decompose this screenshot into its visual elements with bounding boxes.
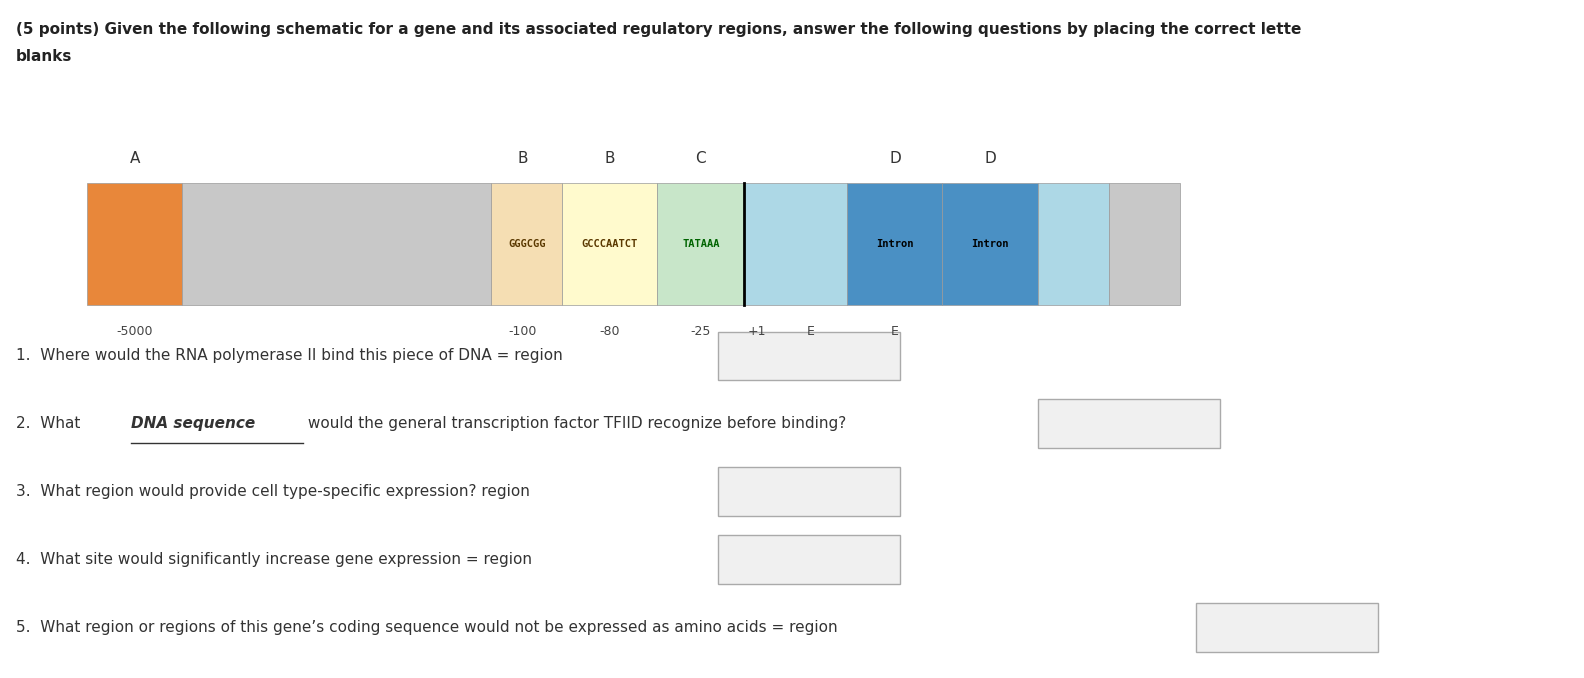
Bar xyxy=(847,183,942,305)
Text: E: E xyxy=(892,325,898,338)
Text: 1.  Where would the RNA polymerase II bind this piece of DNA = region: 1. Where would the RNA polymerase II bin… xyxy=(16,348,562,363)
Text: -25: -25 xyxy=(691,325,710,338)
Text: GCCCAATCT: GCCCAATCT xyxy=(581,239,638,249)
Text: E: E xyxy=(808,325,814,338)
Bar xyxy=(744,183,847,305)
Text: 4.  What site would significantly increase gene expression = region: 4. What site would significantly increas… xyxy=(16,552,532,567)
Bar xyxy=(942,183,1038,305)
Bar xyxy=(182,183,491,305)
Bar xyxy=(562,183,657,305)
Text: Intron: Intron xyxy=(971,239,1009,249)
Text: Intron: Intron xyxy=(876,239,914,249)
Bar xyxy=(718,535,900,584)
Bar xyxy=(491,183,562,305)
Text: -100: -100 xyxy=(508,325,537,338)
Bar xyxy=(1038,399,1220,448)
Text: C: C xyxy=(695,151,705,166)
Text: 5.  What region or regions of this gene’s coding sequence would not be expressed: 5. What region or regions of this gene’s… xyxy=(16,620,838,635)
Text: B: B xyxy=(605,151,615,166)
Text: would the general transcription factor TFIID recognize before binding?: would the general transcription factor T… xyxy=(303,416,846,431)
Text: blanks: blanks xyxy=(16,49,73,64)
Text: 2.  What: 2. What xyxy=(16,416,86,431)
Text: +1: +1 xyxy=(748,325,767,338)
Text: -5000: -5000 xyxy=(116,325,154,338)
Bar xyxy=(657,183,744,305)
Text: A: A xyxy=(130,151,139,166)
Text: TATAAA: TATAAA xyxy=(683,239,719,249)
Text: B: B xyxy=(518,151,527,166)
Text: -80: -80 xyxy=(600,325,619,338)
Text: GGGCGG: GGGCGG xyxy=(508,239,545,249)
Bar xyxy=(718,332,900,380)
Bar xyxy=(1196,603,1378,652)
Bar xyxy=(1109,183,1180,305)
Text: (5 points) Given the following schematic for a gene and its associated regulator: (5 points) Given the following schematic… xyxy=(16,22,1300,37)
Text: 3.  What region would provide cell type-specific expression? region: 3. What region would provide cell type-s… xyxy=(16,484,529,499)
Text: D: D xyxy=(984,151,996,166)
Text: DNA sequence: DNA sequence xyxy=(131,416,255,431)
Text: D: D xyxy=(889,151,901,166)
Bar xyxy=(718,467,900,516)
Bar xyxy=(87,183,182,305)
Bar xyxy=(1038,183,1109,305)
